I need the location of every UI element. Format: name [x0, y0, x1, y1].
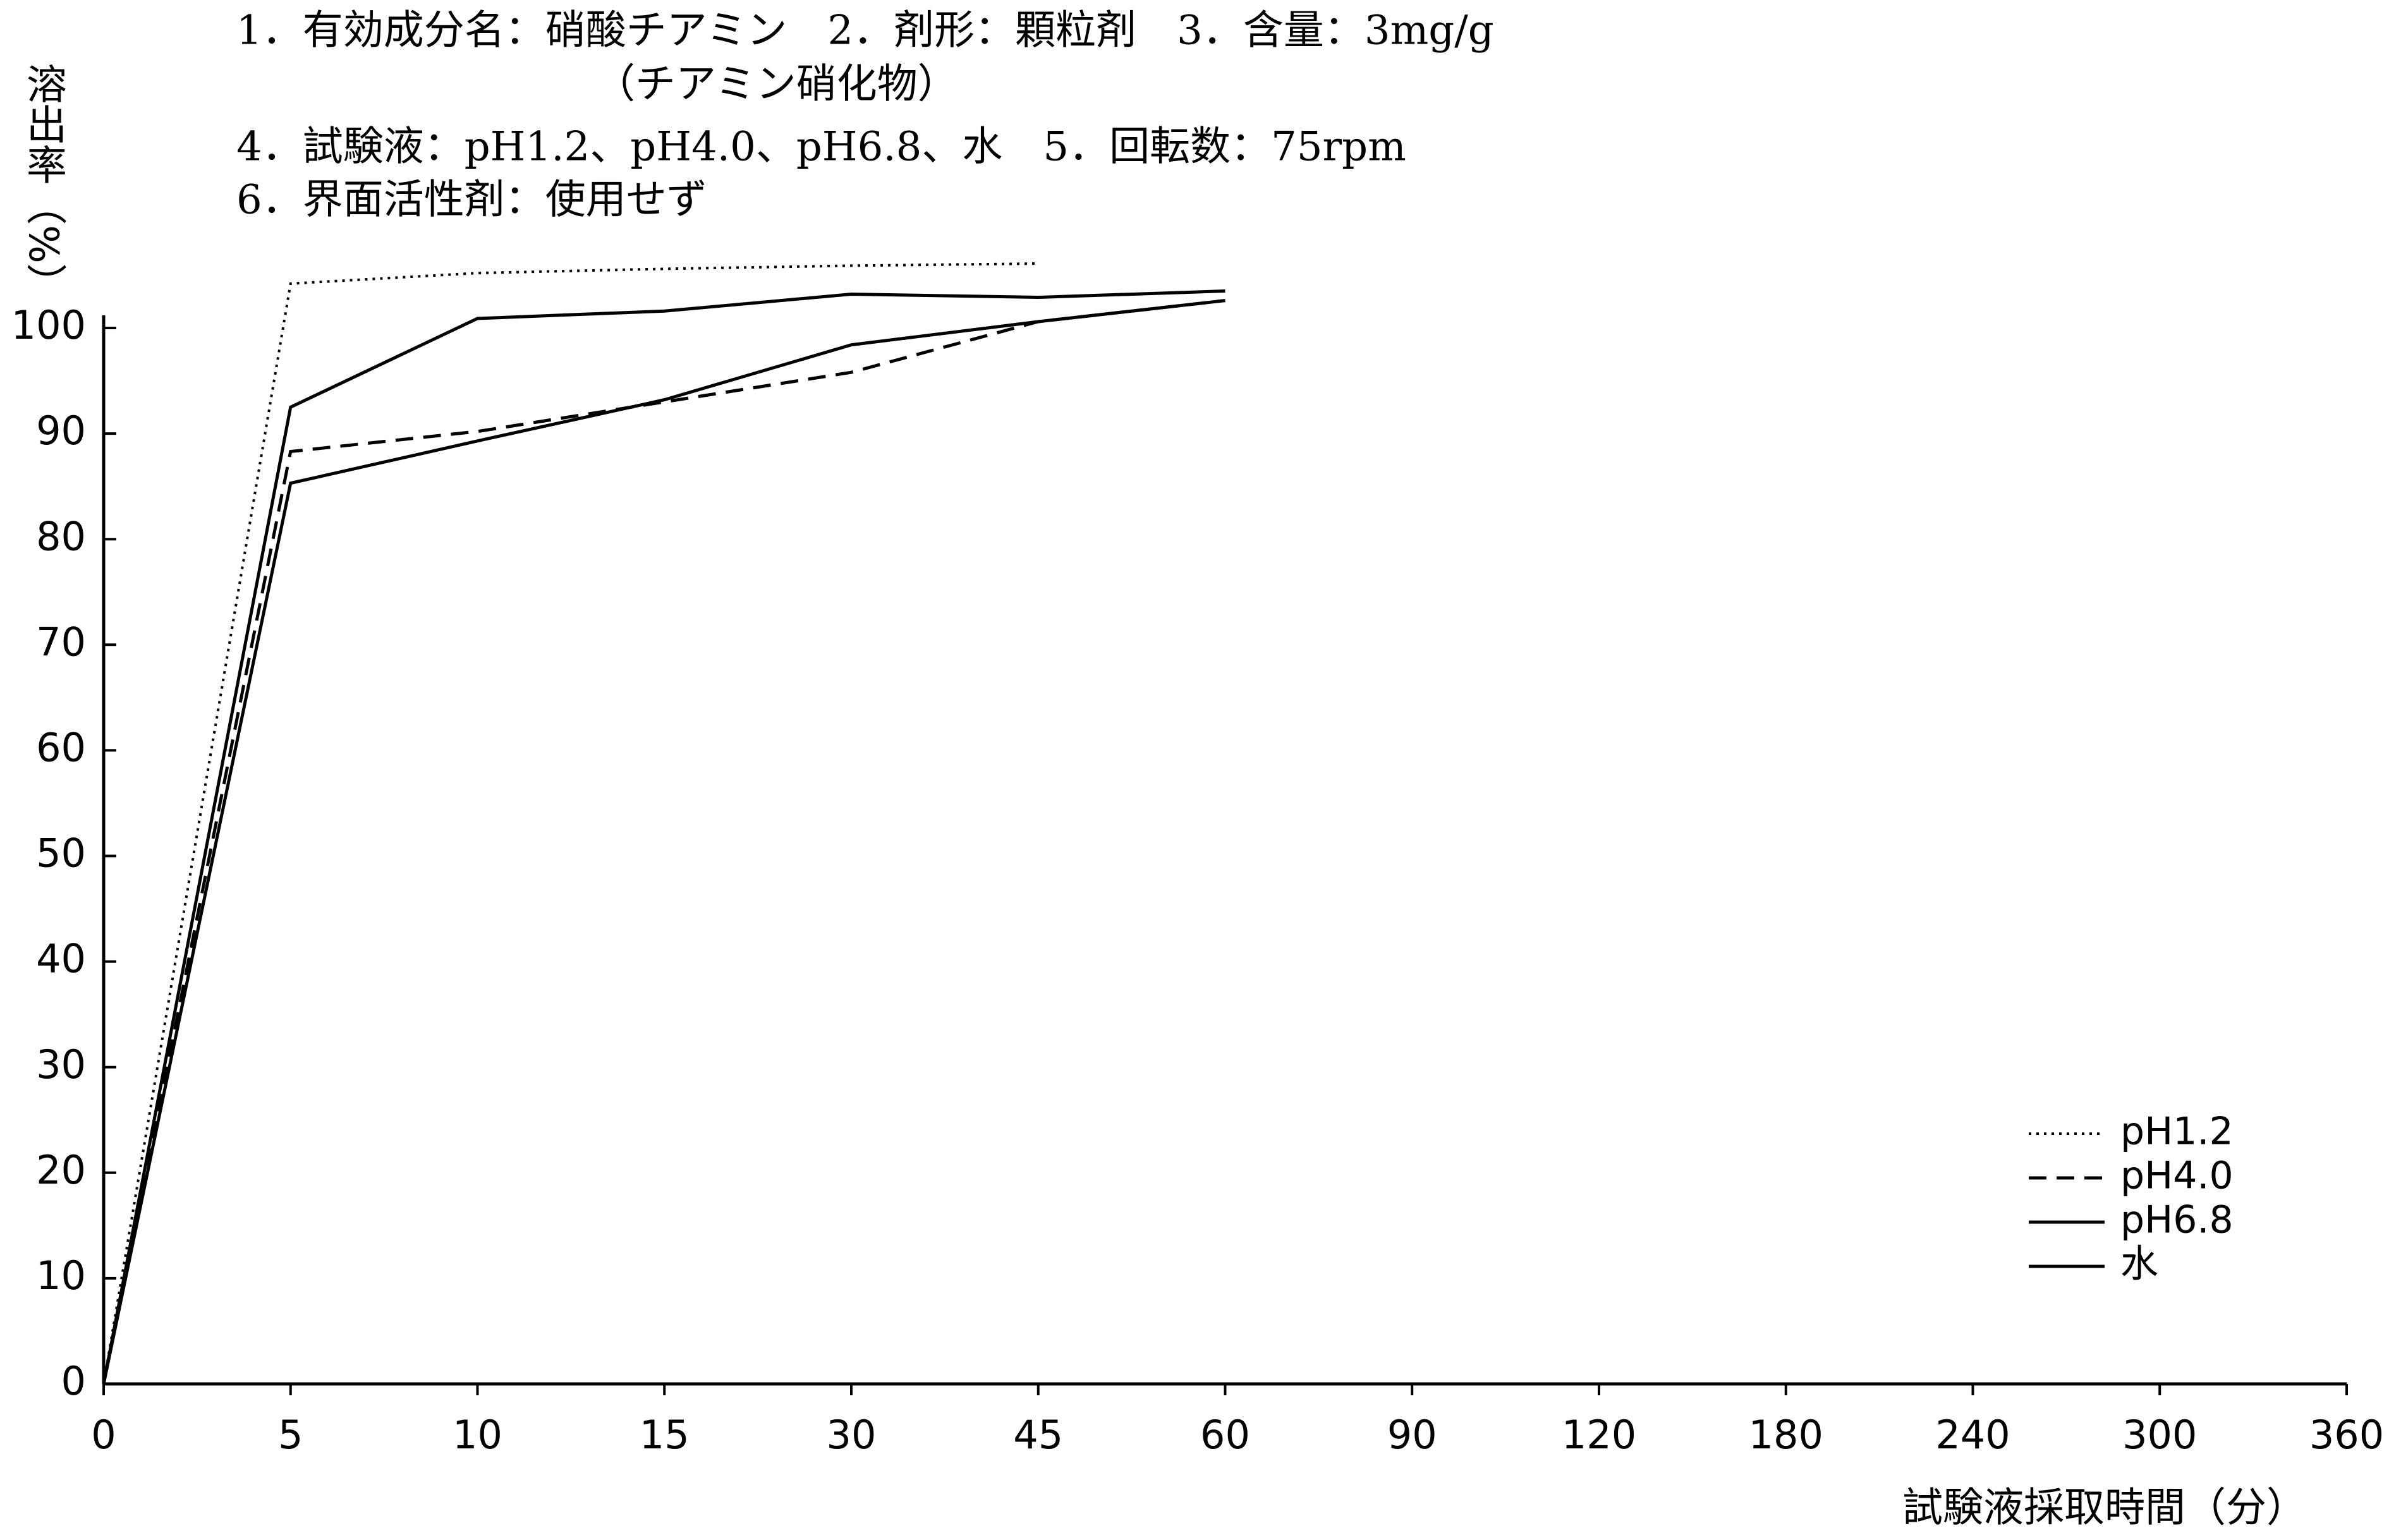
x-axis-label: 試験液採取時間（分） [1902, 1485, 2307, 1532]
legend-label: pH1.2 [2120, 1110, 2234, 1154]
annotation: （チアミン硝化物） [595, 61, 958, 108]
annotation: 4．試験液：pH1.2、pH4.0、pH6.8、水 5．回転数：75rpm [236, 124, 1406, 171]
y-tick-label: 10 [36, 1252, 86, 1299]
y-tick-label: 40 [36, 936, 86, 982]
x-tick-label: 360 [2309, 1412, 2384, 1458]
y-tick-label: 20 [36, 1147, 86, 1193]
x-tick-label: 90 [1387, 1412, 1437, 1458]
series-line [102, 299, 1225, 1385]
x-tick-label: 120 [1562, 1412, 1636, 1458]
y-tick-label: 50 [36, 830, 86, 876]
x-tick-label: 15 [640, 1412, 690, 1458]
x-tick-label: 240 [1935, 1412, 2010, 1458]
legend-label: 水 [2120, 1242, 2158, 1287]
x-tick-label: 300 [2122, 1412, 2197, 1458]
y-tick-label: 100 [11, 302, 86, 348]
series-line [102, 299, 1225, 1385]
series-line [102, 289, 1225, 1385]
x-tick-label: 30 [827, 1412, 877, 1458]
y-tick-label: 60 [36, 724, 86, 770]
y-tick-label: 80 [36, 513, 86, 559]
x-tick-label: 45 [1013, 1412, 1063, 1458]
x-tick-label: 180 [1749, 1412, 1823, 1458]
y-tick-label: 30 [36, 1041, 86, 1088]
y-tick-label: 0 [61, 1358, 86, 1404]
x-tick-label: 0 [91, 1412, 116, 1458]
x-tick-label: 5 [278, 1412, 303, 1458]
y-axis-label: 溶出率（%） [20, 63, 66, 304]
y-tick-label: 70 [36, 619, 86, 665]
legend-label: pH4.0 [2120, 1154, 2234, 1198]
series-line [102, 262, 1038, 1385]
legend-label: pH6.8 [2120, 1198, 2234, 1242]
annotation: 6．界面活性剤：使用せず [236, 177, 707, 224]
x-tick-label: 60 [1200, 1412, 1250, 1458]
y-tick-label: 90 [36, 408, 86, 454]
annotation: 1．有効成分名：硝酸チアミン 2．剤形：顆粒剤 3．含量：3mg/g [236, 8, 1494, 54]
x-tick-label: 10 [453, 1412, 502, 1458]
